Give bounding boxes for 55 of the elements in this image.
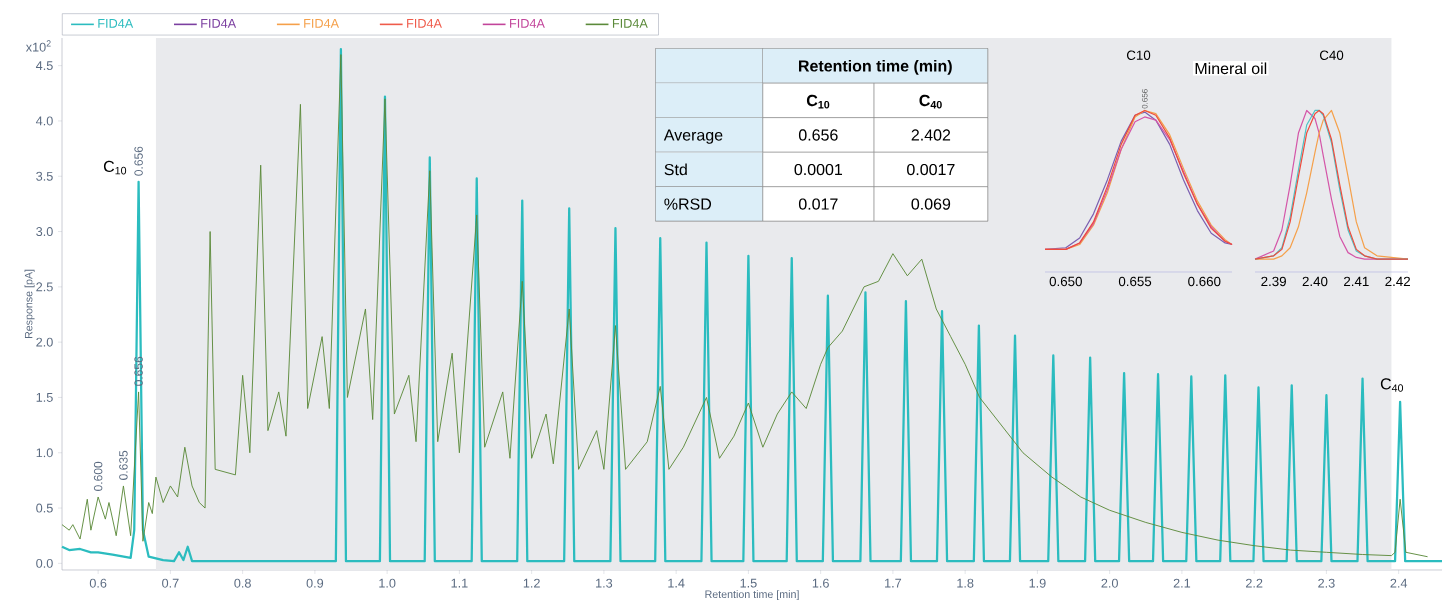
annotation: 0.656 bbox=[134, 356, 143, 386]
legend-label: FID4A bbox=[612, 19, 648, 28]
y-tick-label: 1.0 bbox=[36, 448, 53, 458]
x-tick-label: 1.2 bbox=[523, 578, 540, 588]
x-tick-label: 2.1 bbox=[1173, 578, 1191, 588]
legend-label: FID4A bbox=[304, 19, 340, 28]
y-tick-label: 2.0 bbox=[36, 337, 53, 347]
x-tick-label: 2.41 bbox=[1344, 276, 1369, 287]
annotation: 0.600 bbox=[93, 461, 103, 491]
annotation: Mineral oil bbox=[1195, 62, 1267, 75]
annotation: C$_{10}$ bbox=[103, 160, 127, 175]
x-tick-label: 0.655 bbox=[1118, 276, 1152, 287]
y-tick-label: 2.5 bbox=[36, 282, 53, 292]
x-tick-label: 2.2 bbox=[1245, 578, 1263, 588]
x-tick-label: 2.3 bbox=[1318, 578, 1335, 588]
x-tick-label: 2.42 bbox=[1385, 276, 1410, 287]
y-tick-label: 0.5 bbox=[36, 503, 53, 513]
x-tick-label: 1.8 bbox=[957, 578, 974, 588]
x-tick-label: 0.660 bbox=[1188, 276, 1221, 287]
annotation: C$_{40}$ bbox=[1380, 378, 1404, 392]
y-tick-label: 4.5 bbox=[35, 61, 53, 71]
x-tick-label: 0.7 bbox=[162, 578, 179, 588]
x-tick-label: 1.9 bbox=[1029, 578, 1046, 588]
legend-label: FID4A bbox=[510, 19, 545, 28]
x-tick-label: 2.4 bbox=[1390, 578, 1408, 588]
y-tick-label: 3.5 bbox=[36, 171, 53, 181]
x-tick-label: 2.39 bbox=[1261, 276, 1286, 287]
annotation: 0.656 bbox=[134, 146, 143, 176]
legend-label: FID4A bbox=[201, 19, 237, 28]
x-tick-label: 2.40 bbox=[1302, 276, 1328, 287]
x-tick-label: 2.0 bbox=[1101, 578, 1118, 588]
x-tick-label: 0.9 bbox=[306, 578, 324, 588]
x-tick-label: 1.3 bbox=[596, 578, 613, 588]
annotation: 0.635 bbox=[119, 450, 128, 480]
text: x10$^{2}$ bbox=[25, 40, 51, 52]
legend-label: FID4A bbox=[407, 19, 442, 28]
y-axis-title: Response [pA] bbox=[24, 269, 35, 339]
y-tick-label: 1.5 bbox=[36, 393, 53, 402]
y-tick-label: 3.0 bbox=[36, 227, 53, 237]
x-tick-label: 0.8 bbox=[234, 578, 251, 588]
x-tick-label: 1.1 bbox=[451, 578, 468, 588]
x-tick-label: 0.6 bbox=[89, 578, 107, 588]
x-tick-label: 1.0 bbox=[379, 578, 396, 588]
y-tick-label: 4.0 bbox=[35, 116, 53, 126]
x-tick-label: 1.4 bbox=[668, 578, 685, 588]
x-tick-label: 1.5 bbox=[740, 578, 757, 588]
x-tick-label: 0.650 bbox=[1049, 276, 1082, 287]
annotation: 0.656 bbox=[1141, 89, 1148, 109]
legend-label: FID4A bbox=[98, 19, 134, 28]
chart-title: C10 bbox=[1126, 50, 1151, 60]
chart-title: C40 bbox=[1319, 50, 1344, 60]
y-tick-label: 0.0 bbox=[36, 558, 53, 568]
x-tick-label: 1.6 bbox=[812, 578, 829, 588]
x-tick-label: 1.7 bbox=[885, 578, 902, 588]
x-axis-title: Retention time [min] bbox=[705, 590, 799, 601]
